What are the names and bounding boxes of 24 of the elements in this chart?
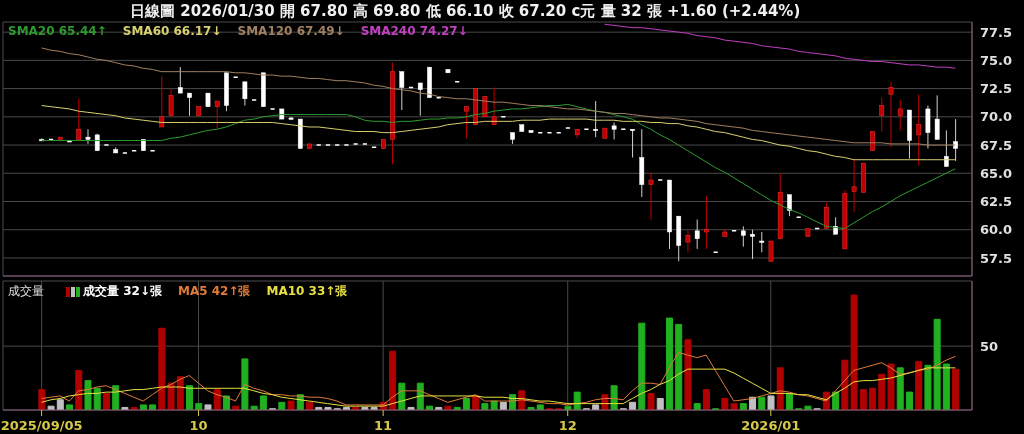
y-tick-label: 50	[980, 338, 999, 354]
text: SMA120 67.49↓	[237, 24, 345, 38]
y-tick-label: 60.0	[980, 222, 1013, 238]
y-tick-label: 72.5	[980, 81, 1013, 97]
y-tick-label: 67.5	[980, 137, 1013, 153]
y-tick-label: 70.0	[980, 109, 1013, 125]
text: MA5 42↑張	[177, 283, 251, 300]
chart-title: 日線圖 2026/01/30 開 67.80 高 69.80 低 66.10 收 67.20 c元 量 32 張 +1.60 (+2.44%)	[130, 2, 801, 21]
x-tick-label: 12	[558, 418, 577, 433]
legend-label: 成交量 32↓張	[82, 283, 162, 300]
x-tick-label: 2026/01	[741, 418, 801, 433]
text: MA10 33↑張	[266, 283, 348, 300]
text: SMA240 74.27↓	[360, 24, 468, 38]
y-tick-label: 75.0	[980, 53, 1013, 68]
y-tick-label: 62.5	[980, 194, 1013, 210]
text: SMA60 66.17↓	[122, 24, 222, 38]
y-tick-label: 65.0	[980, 165, 1013, 181]
y-tick-label: 77.5	[980, 24, 1013, 40]
chart-title: 成交量	[8, 283, 44, 300]
x-tick-label: 2025/09/05	[0, 418, 83, 433]
y-tick-label: 57.5	[980, 250, 1013, 266]
x-tick-label: 10	[189, 418, 208, 433]
x-tick-label: 11	[374, 418, 393, 433]
text: SMA20 65.44↑	[8, 24, 107, 38]
